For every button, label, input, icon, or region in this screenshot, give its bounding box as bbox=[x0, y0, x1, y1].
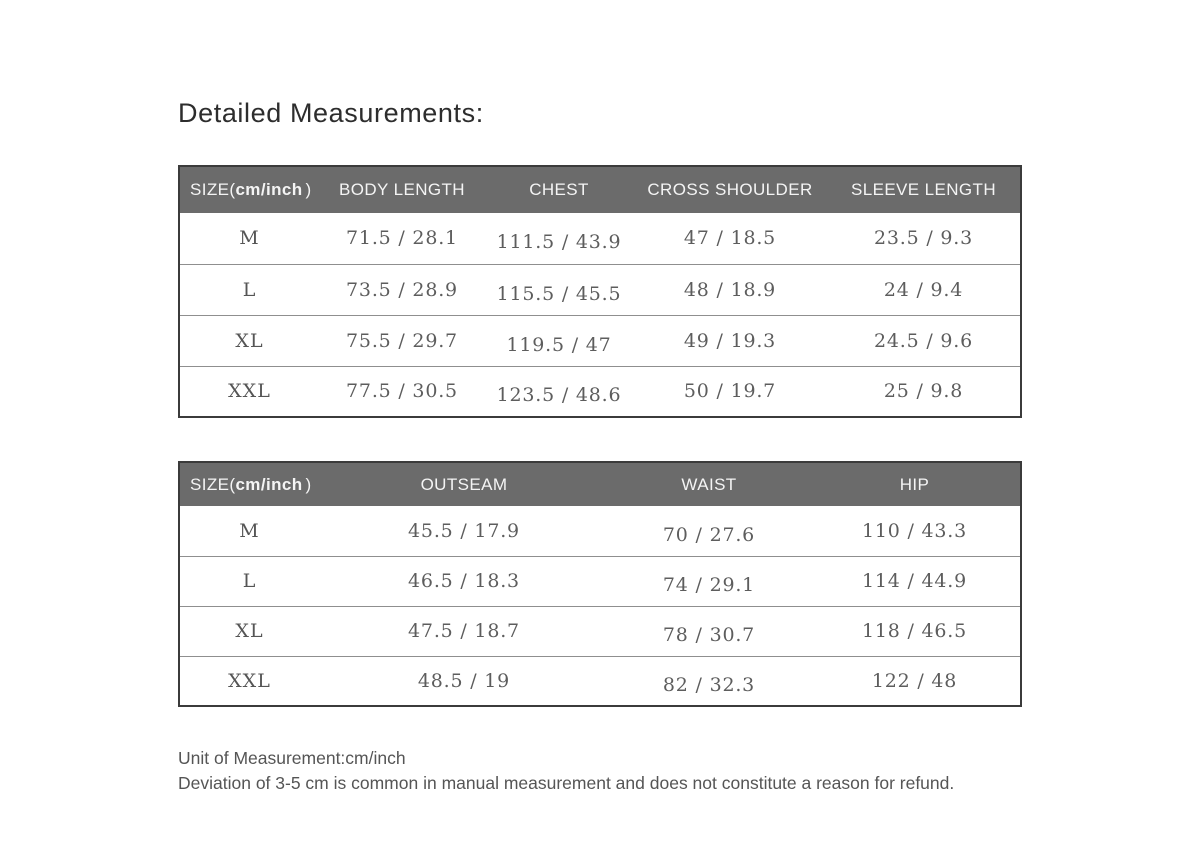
size-cell: L bbox=[179, 555, 319, 606]
header-row: SIZE(cm/inch) OUTSEAM WAIST HIP bbox=[179, 462, 1021, 506]
bottom-size-table-body: M 45.5 / 17.9 70 / 27.6 110 / 43.3 L 46.… bbox=[179, 506, 1021, 706]
measurement-cell: 25 / 9.8 bbox=[827, 365, 1021, 417]
measurement-cell: 48 / 18.9 bbox=[633, 263, 827, 315]
measurement-notes: Unit of Measurement:cm/inch Deviation of… bbox=[178, 746, 1020, 796]
bottom-size-table: SIZE(cm/inch) OUTSEAM WAIST HIP M 45.5 /… bbox=[178, 461, 1022, 707]
column-header-hip: HIP bbox=[809, 462, 1021, 506]
table-row-xl: XL 75.5 / 29.7 119.5 / 47 49 / 19.3 24.5… bbox=[179, 314, 1021, 366]
size-cell: M bbox=[179, 213, 319, 264]
measurement-cell: 49 / 19.3 bbox=[633, 314, 827, 366]
size-header-prefix: SIZE( bbox=[190, 474, 236, 494]
measurement-cell: 47 / 18.5 bbox=[633, 213, 827, 264]
measurement-cell: 48.5 / 19 bbox=[319, 655, 609, 706]
column-header-cross-shoulder: CROSS SHOULDER bbox=[633, 166, 827, 213]
measurement-cell: 45.5 / 17.9 bbox=[319, 506, 609, 556]
top-size-table-header: SIZE(cm/inch) BODY LENGTH CHEST CROSS SH… bbox=[179, 166, 1021, 213]
measurement-cell: 123.5 / 48.6 bbox=[485, 365, 633, 417]
measurement-cell: 110 / 43.3 bbox=[809, 506, 1021, 556]
measurement-cell: 47.5 / 18.7 bbox=[319, 605, 609, 656]
measurement-cell: 77.5 / 30.5 bbox=[319, 365, 485, 417]
size-header-unit: cm/inch bbox=[235, 180, 303, 199]
column-header-chest: CHEST bbox=[485, 166, 633, 213]
column-header-outseam: OUTSEAM bbox=[319, 462, 609, 506]
size-cell: L bbox=[179, 263, 319, 315]
header-row: SIZE(cm/inch) BODY LENGTH CHEST CROSS SH… bbox=[179, 166, 1021, 213]
column-header-body-length: BODY LENGTH bbox=[319, 166, 485, 213]
measurement-cell: 24 / 9.4 bbox=[827, 263, 1021, 315]
table-row-m: M 45.5 / 17.9 70 / 27.6 110 / 43.3 bbox=[179, 506, 1021, 556]
column-header-sleeve-length: SLEEVE LENGTH bbox=[827, 166, 1021, 213]
measurement-cell: 75.5 / 29.7 bbox=[319, 314, 485, 366]
size-header: SIZE(cm/inch) bbox=[179, 166, 319, 213]
measurement-cell: 122 / 48 bbox=[809, 655, 1021, 706]
size-cell: XL bbox=[179, 314, 319, 366]
measurement-cell: 82 / 32.3 bbox=[609, 655, 809, 706]
top-size-table-body: M 71.5 / 28.1 111.5 / 43.9 47 / 18.5 23.… bbox=[179, 213, 1021, 417]
measurement-cell: 78 / 30.7 bbox=[609, 605, 809, 656]
measurement-cell: 50 / 19.7 bbox=[633, 365, 827, 417]
size-cell: XXL bbox=[179, 655, 319, 706]
measurement-cell: 46.5 / 18.3 bbox=[319, 555, 609, 606]
table-row-l: L 46.5 / 18.3 74 / 29.1 114 / 44.9 bbox=[179, 555, 1021, 606]
size-header-suffix: ) bbox=[305, 474, 312, 494]
measurement-cell: 111.5 / 43.9 bbox=[485, 213, 633, 264]
measurement-cell: 115.5 / 45.5 bbox=[485, 263, 633, 315]
measurement-cell: 70 / 27.6 bbox=[609, 506, 809, 556]
measurement-cell: 71.5 / 28.1 bbox=[319, 213, 485, 264]
table-row-xxl: XXL 77.5 / 30.5 123.5 / 48.6 50 / 19.7 2… bbox=[179, 365, 1021, 417]
measurement-cell: 119.5 / 47 bbox=[485, 314, 633, 366]
table-row-xxl: XXL 48.5 / 19 82 / 32.3 122 / 48 bbox=[179, 655, 1021, 706]
size-header-suffix: ) bbox=[305, 180, 312, 199]
size-header: SIZE(cm/inch) bbox=[179, 462, 319, 506]
size-header-unit: cm/inch bbox=[235, 474, 303, 494]
unit-note: Unit of Measurement:cm/inch bbox=[178, 748, 406, 768]
measurement-cell: 74 / 29.1 bbox=[609, 555, 809, 606]
table-row-l: L 73.5 / 28.9 115.5 / 45.5 48 / 18.9 24 … bbox=[179, 263, 1021, 315]
measurement-cell: 118 / 46.5 bbox=[809, 605, 1021, 656]
column-header-waist: WAIST bbox=[609, 462, 809, 506]
measurement-cell: 114 / 44.9 bbox=[809, 555, 1021, 606]
top-size-table: SIZE(cm/inch) BODY LENGTH CHEST CROSS SH… bbox=[178, 165, 1022, 418]
measurements-page: Detailed Measurements: SIZE(cm/inch) BOD… bbox=[178, 0, 1022, 796]
page-title: Detailed Measurements: bbox=[178, 98, 484, 128]
size-cell: M bbox=[179, 506, 319, 556]
table-row-xl: XL 47.5 / 18.7 78 / 30.7 118 / 46.5 bbox=[179, 605, 1021, 656]
bottom-size-table-header: SIZE(cm/inch) OUTSEAM WAIST HIP bbox=[179, 462, 1021, 506]
measurement-cell: 23.5 / 9.3 bbox=[827, 213, 1021, 264]
table-row-m: M 71.5 / 28.1 111.5 / 43.9 47 / 18.5 23.… bbox=[179, 213, 1021, 264]
size-cell: XXL bbox=[179, 365, 319, 417]
deviation-note: Deviation of 3-5 cm is common in manual … bbox=[178, 773, 955, 793]
measurement-cell: 73.5 / 28.9 bbox=[319, 263, 485, 315]
size-header-prefix: SIZE( bbox=[190, 180, 236, 199]
measurement-cell: 24.5 / 9.6 bbox=[827, 314, 1021, 366]
size-cell: XL bbox=[179, 605, 319, 656]
